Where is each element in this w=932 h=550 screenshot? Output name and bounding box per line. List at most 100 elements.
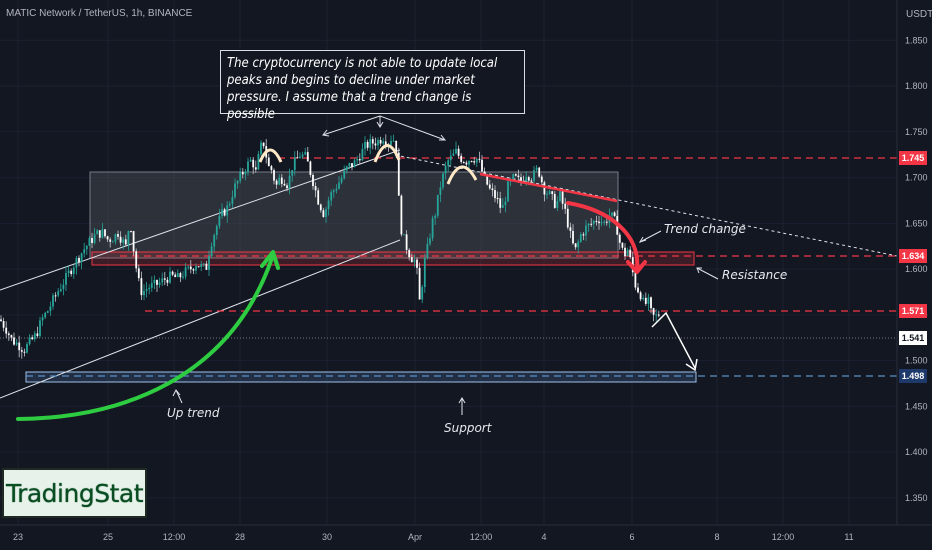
candle-body [59, 289, 62, 292]
price-tag-last: 1.541 [899, 331, 927, 345]
x-tick-label: 25 [103, 532, 113, 542]
axis-unit-label: USDT [906, 9, 932, 20]
candle-body [655, 314, 658, 316]
candle-body [31, 337, 34, 340]
candle-body [299, 156, 301, 159]
candle-body [382, 141, 385, 144]
candle-body [288, 175, 291, 189]
candle-body [26, 344, 28, 353]
candle-body [642, 297, 645, 300]
candle-body [36, 333, 39, 336]
y-tick-label: 1.450 [905, 401, 928, 411]
peak-arc-3 [446, 165, 478, 185]
candle-body [332, 190, 335, 193]
symbol-title: MATIC Network / TetherUS, 1h, BINANCE [6, 8, 193, 19]
candlestick-series [0, 134, 660, 359]
candle-body [371, 139, 374, 144]
resistance-zone [91, 251, 695, 266]
candle-body [366, 141, 369, 148]
candle-body [520, 177, 522, 181]
candle-body [600, 222, 603, 224]
candle-body [434, 215, 437, 219]
candle-body [496, 198, 499, 200]
candle-body [637, 287, 639, 293]
candle-body [267, 157, 270, 167]
candle-body [262, 142, 265, 147]
candle-body [400, 195, 403, 235]
candle-body [85, 245, 88, 250]
candle-body [512, 174, 515, 180]
candle-body [93, 234, 96, 243]
candle-body [377, 139, 379, 146]
candle-body [210, 246, 213, 257]
candle-body [525, 177, 528, 182]
price-axis[interactable]: 1.8501.8001.7501.7001.6501.6001.5501.500… [905, 35, 928, 503]
candle-body [624, 247, 626, 257]
candle-body [590, 223, 593, 225]
candle-body [72, 267, 75, 274]
candle-body [179, 273, 182, 278]
candle-body [556, 200, 559, 208]
candle-body [119, 236, 122, 243]
candle-body [23, 351, 26, 353]
candle-body [205, 263, 208, 270]
x-tick-label: 6 [629, 532, 634, 542]
candle-body [314, 186, 317, 191]
candle-body [150, 283, 153, 288]
candle-body [13, 337, 15, 345]
candle-body [444, 165, 447, 174]
candle-body [236, 181, 239, 184]
candle-body [517, 175, 520, 178]
candle-body [75, 257, 78, 268]
candle-body [88, 238, 91, 246]
candle-body [569, 227, 572, 231]
peak-arc-2 [373, 144, 401, 163]
red-decline-line [479, 172, 618, 203]
candle-body [65, 273, 67, 285]
candle-body [507, 181, 509, 202]
candle-body [304, 152, 307, 155]
candle-body [280, 177, 283, 184]
consolidation-box [89, 171, 619, 259]
projection-arrowhead [685, 358, 698, 372]
channel-lower-line [0, 239, 401, 399]
candle-body [309, 161, 312, 175]
candle-body [587, 223, 590, 226]
candle-body [273, 170, 275, 181]
decline-arrowhead [626, 260, 647, 274]
candle-body [374, 143, 377, 146]
candle-body [358, 158, 361, 161]
candle-body [296, 157, 299, 159]
candle-body [392, 140, 395, 142]
candle-body [553, 194, 556, 208]
candle-body [317, 190, 320, 205]
candle-body [10, 335, 13, 338]
candle-body [657, 314, 660, 316]
y-tick-label: 1.800 [905, 81, 928, 91]
candle-body [145, 289, 148, 292]
candle-body [15, 342, 18, 345]
candle-body [260, 142, 262, 155]
annotation-arrows [322, 115, 447, 141]
candle-body [491, 188, 494, 191]
candle-body [449, 155, 452, 161]
candle-body [291, 169, 294, 176]
candle-body [343, 170, 346, 179]
candle-body [171, 271, 174, 275]
candle-body [442, 173, 444, 188]
time-axis[interactable]: 23 25 12:00 28 30 Apr 12:00 4 6 8 12:00 11 [13, 532, 854, 542]
candle-body [527, 177, 530, 181]
candle-body [598, 221, 600, 224]
candle-body [148, 287, 151, 290]
y-tick-label: 1.650 [905, 218, 928, 228]
candle-body [44, 312, 47, 318]
candle-body [473, 161, 476, 163]
candle-body [2, 321, 5, 328]
candle-body [156, 279, 158, 285]
candle-body [533, 170, 535, 182]
candle-body [379, 139, 382, 144]
candle-body [335, 188, 338, 191]
candle-body [325, 209, 327, 217]
candle-body [572, 230, 574, 244]
